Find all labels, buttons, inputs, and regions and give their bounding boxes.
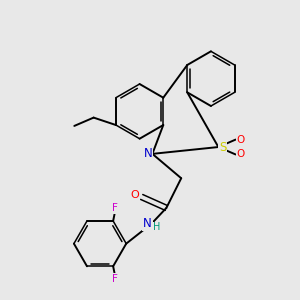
Text: O: O [131,190,140,200]
Text: F: F [112,203,118,213]
Text: N: N [143,147,152,161]
Text: S: S [219,140,226,154]
Text: F: F [112,274,118,284]
Text: N: N [143,217,152,230]
Text: O: O [237,149,245,160]
Text: H: H [153,222,160,232]
Text: O: O [237,135,245,145]
